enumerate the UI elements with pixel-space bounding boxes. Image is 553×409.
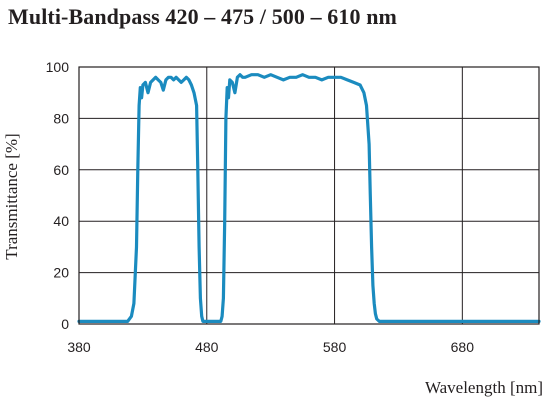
- label-layer: 0 20 40 60 80 100 380 480 580 680 Wavelength [nm] T…: [2, 59, 543, 397]
- x-tick-label: 580: [323, 339, 347, 355]
- x-tick-label: 380: [67, 339, 91, 355]
- y-tick-label: 60: [53, 162, 69, 178]
- y-tick-label: 20: [53, 265, 69, 281]
- x-tick-label: 480: [195, 339, 219, 355]
- chart-title: Multi-Bandpass 420 – 475 / 500 – 610 nm: [8, 4, 397, 29]
- y-tick-label: 80: [53, 110, 69, 126]
- data-layer: [77, 73, 541, 323]
- transmittance-series-line: [77, 73, 541, 323]
- y-tick-label: 100: [46, 59, 70, 75]
- x-axis-label: Wavelength [nm]: [425, 378, 543, 397]
- plot-frame: [78, 66, 540, 325]
- grid-layer: [78, 66, 539, 325]
- y-axis-label: Transmittance [%]: [2, 133, 21, 259]
- y-tick-label: 40: [53, 213, 69, 229]
- x-tick-label: 680: [451, 339, 475, 355]
- frame-layer: [78, 66, 540, 325]
- y-tick-label: 0: [61, 316, 69, 332]
